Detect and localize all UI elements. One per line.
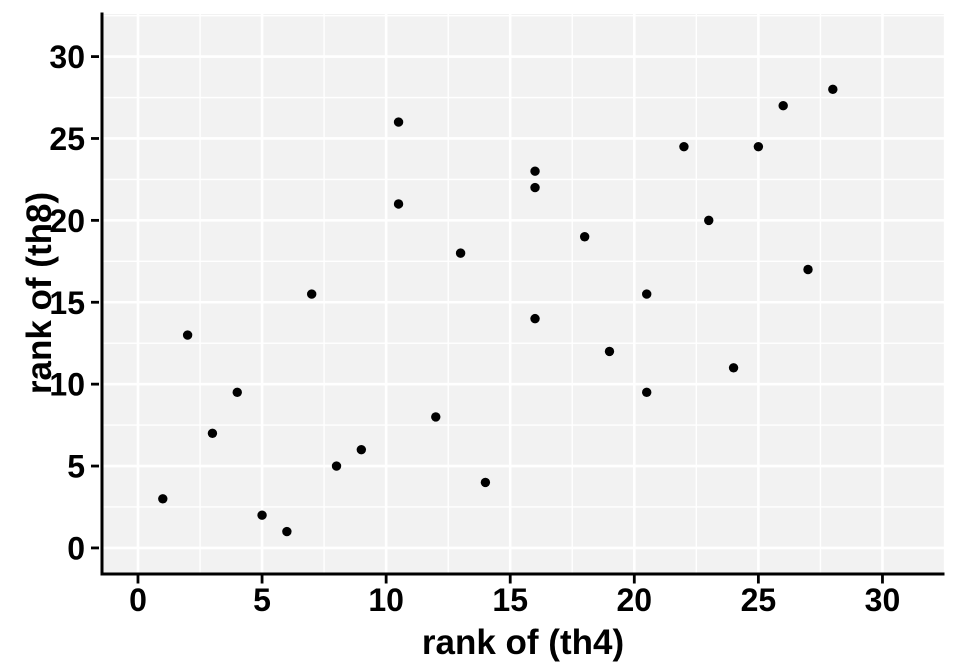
grid-lines	[102, 14, 946, 573]
data-point	[356, 444, 367, 455]
data-point	[604, 346, 615, 357]
data-point	[207, 428, 218, 438]
data-point	[530, 182, 540, 193]
data-point	[728, 363, 739, 373]
data-point	[480, 477, 491, 488]
y-tick-label: 0	[67, 530, 85, 566]
y-tick-label: 10	[49, 367, 85, 403]
data-point	[182, 330, 193, 340]
x-tick-label: 25	[741, 582, 777, 618]
data-point	[704, 215, 714, 226]
axes: 0 5 10 15 20 25 30 0 5 10 15 20 25 30	[49, 12, 945, 618]
data-point	[803, 264, 813, 275]
data-point	[393, 199, 404, 209]
plot-panel	[102, 14, 945, 573]
data-point	[306, 289, 317, 299]
data-point	[530, 166, 540, 176]
data-point	[579, 232, 590, 242]
data-point	[331, 461, 342, 471]
y-tick-label: 20	[49, 203, 85, 239]
data-point	[158, 494, 168, 504]
x-tick-label: 15	[492, 582, 528, 618]
y-tick-label: 5	[67, 449, 85, 485]
y-tick-label: 25	[49, 121, 85, 157]
data-point	[679, 141, 689, 152]
data-point	[257, 510, 267, 520]
panel-background	[102, 14, 945, 573]
data-point	[530, 313, 540, 324]
x-tick-label: 30	[865, 582, 901, 618]
data-point	[753, 141, 764, 152]
x-tick-label: 10	[368, 582, 404, 618]
data-point	[431, 412, 441, 422]
data-point	[455, 248, 466, 258]
y-axis-title: rank of (th8)	[20, 192, 59, 394]
x-tick-label: 20	[617, 582, 653, 618]
y-tick-label: 30	[49, 39, 85, 75]
x-tick-label: 0	[129, 582, 147, 618]
data-point	[642, 387, 652, 398]
data-point	[828, 84, 838, 95]
data-point	[282, 526, 292, 537]
data-points	[158, 84, 838, 537]
y-tick-label: 15	[49, 285, 85, 321]
data-point	[642, 289, 652, 299]
x-axis-title: rank of (th4)	[422, 623, 624, 662]
data-point	[232, 387, 242, 398]
data-point	[393, 117, 404, 127]
x-tick-label: 5	[253, 582, 271, 618]
data-point	[778, 101, 788, 111]
